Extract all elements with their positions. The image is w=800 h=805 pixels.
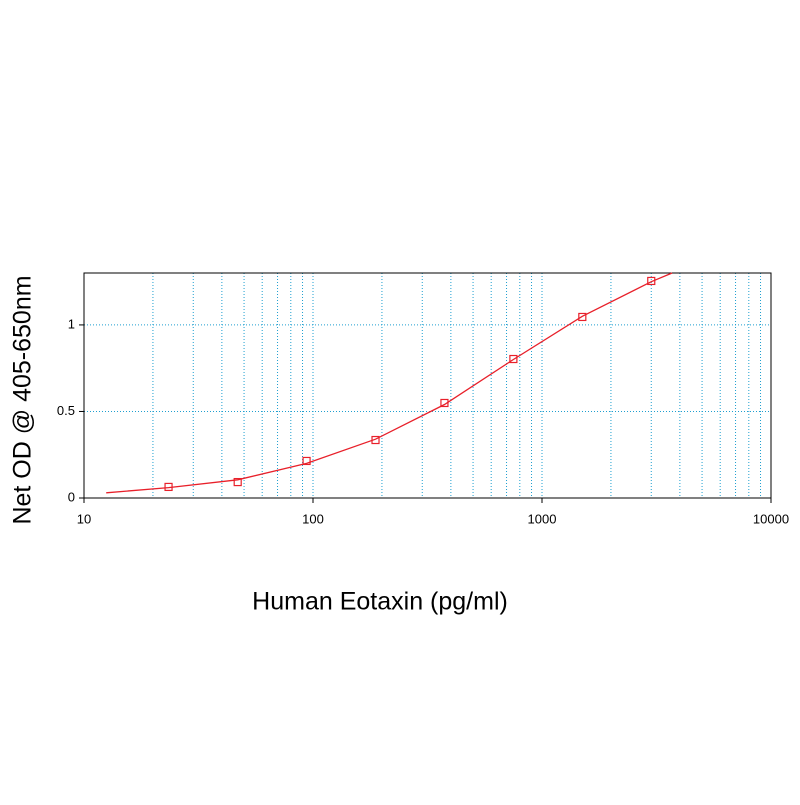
fit-curve: [106, 272, 673, 494]
x-tick-label: 10: [77, 511, 91, 526]
data-point: [302, 456, 311, 466]
y-tick-label: 0.5: [57, 403, 75, 418]
x-tick-label: 1000: [528, 511, 557, 526]
y-tick-label: 0: [68, 489, 75, 504]
data-point: [647, 276, 656, 286]
data-point: [164, 482, 173, 492]
y-tick-label: 1: [68, 316, 75, 331]
data-point: [509, 354, 518, 364]
x-tick-label: 100: [302, 511, 324, 526]
x-tick-label: 10000: [753, 511, 789, 526]
y-axis-label: Net OD @ 405-650nm: [9, 275, 37, 524]
data-point: [233, 477, 242, 487]
plot-frame: [83, 272, 772, 499]
x-axis-label: Human Eotaxin (pg/ml): [252, 588, 508, 616]
data-point: [440, 398, 449, 408]
data-point: [578, 312, 587, 322]
data-point: [371, 435, 380, 445]
